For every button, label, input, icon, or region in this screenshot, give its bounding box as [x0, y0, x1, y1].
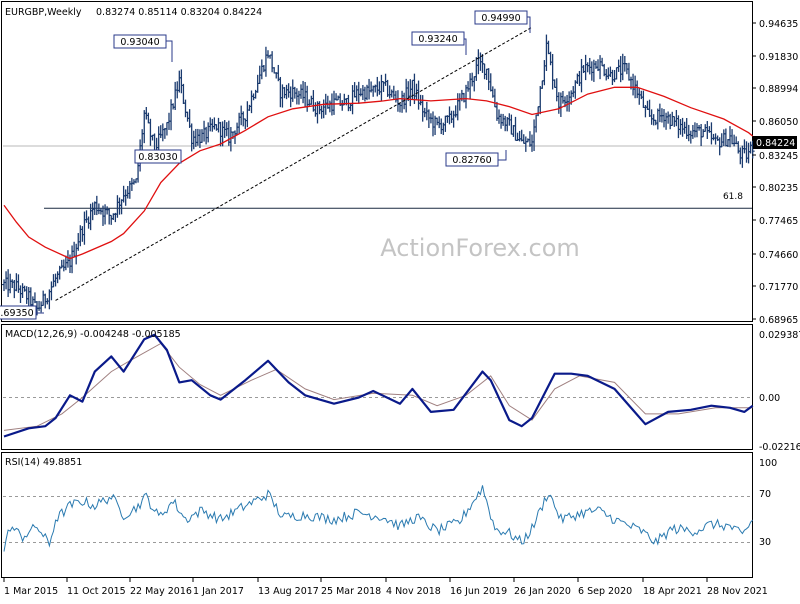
annotation-box [411, 31, 465, 46]
time-axis-label: 6 Sep 2020 [578, 586, 632, 597]
annotation-box [0, 305, 37, 320]
annotation-box [445, 152, 499, 167]
rsi-axis-label: 30 [759, 537, 771, 548]
rsi-axis-label: 100 [759, 458, 777, 469]
price-annotations: 0.69350 0.93040 0.83030 0.93240 0.94990 0.827… [0, 10, 531, 320]
price-annotation: 0.82760 [445, 150, 507, 167]
price-axis-label: 0.71770 [759, 282, 798, 293]
annotation-label: 0.69350 [0, 308, 34, 319]
price-panel-frame [1, 1, 753, 322]
price-axis-label: 0.77465 [759, 216, 798, 227]
price-axis-label: 0.94635 [759, 19, 798, 30]
rsi-panel-frame [1, 452, 753, 578]
price-annotation: 0.93040 [113, 34, 173, 62]
annotation-box [474, 10, 528, 25]
trendline [55, 26, 533, 301]
macd-header: MACD(12,26,9) -0.004248 -0.005185 [5, 329, 181, 340]
time-axis-label: 25 Mar 2018 [321, 586, 381, 597]
price-overlays [3, 26, 754, 301]
time-axis-label: 18 Apr 2021 [643, 586, 702, 597]
annotation-box [134, 149, 182, 164]
last-price-value: 0.84224 [756, 138, 795, 149]
annotation-label: 0.93040 [120, 37, 159, 48]
price-reference-lines [3, 145, 752, 209]
price-annotation: 0.93240 [411, 31, 467, 55]
price-axis-label: 0.68965 [759, 315, 798, 326]
annotation-leader [166, 40, 173, 62]
annotation-label: 0.93240 [418, 34, 457, 45]
last-price-tag [753, 136, 797, 149]
time-axis-label: 4 Nov 2018 [386, 586, 441, 597]
time-axis-label: 16 Jun 2019 [450, 586, 507, 597]
price-axis-label: 0.91830 [759, 52, 798, 63]
fib-level-label: 61.8 [723, 192, 743, 202]
annotation-label: 0.82760 [452, 155, 491, 166]
macd-panel-frame [1, 324, 753, 450]
rsi-header: RSI(14) 49.8851 [5, 457, 82, 468]
annotation-label: 0.94990 [481, 13, 520, 24]
symbol-label: EURGBP,Weekly [5, 7, 82, 18]
time-axis-label: 1 Jan 2017 [193, 586, 244, 597]
rsi-line [3, 485, 754, 552]
time-axis-label: 13 Aug 2017 [258, 586, 319, 597]
annotation-leader [527, 16, 531, 33]
macd-line [3, 333, 754, 438]
price-annotation: 0.83030 [134, 149, 182, 170]
watermark: ActionForex.com [380, 234, 580, 262]
price-annotation: 0.69350 [0, 305, 44, 320]
price-axis-label: 0.86050 [759, 117, 798, 128]
time-axis-label: 22 May 2016 [130, 586, 192, 597]
price-axis-label: 0.80235 [759, 183, 798, 194]
macd-axis-label: 0.00 [759, 393, 780, 404]
price-axis-label: 0.83245 [759, 151, 798, 162]
moving-average-line [3, 86, 754, 260]
time-axis-label: 11 Oct 2015 [67, 586, 126, 597]
price-bars [2, 34, 755, 316]
price-annotation: 0.94990 [474, 10, 531, 33]
time-axis-label: 28 Nov 2021 [707, 586, 768, 597]
axis-labels: 0.94635 0.91830 0.88994 0.86050 0.83245 0.802… [3, 19, 800, 597]
price-axis-label: 0.74660 [759, 250, 798, 261]
ohlc-values: 0.83274 0.85114 0.83204 0.84224 [96, 7, 262, 18]
annotation-label: 0.83030 [138, 152, 177, 163]
ohlc-bar [750, 140, 755, 159]
annotation-box [113, 34, 167, 49]
annotation-leader [464, 38, 467, 55]
macd-lines [3, 333, 754, 438]
time-axis-label: 26 Jan 2020 [514, 586, 571, 597]
macd-axis-label: 0.029387 [759, 330, 800, 341]
rsi-lines [3, 485, 754, 552]
time-axis-label: 1 Mar 2015 [4, 586, 58, 597]
price-axis-label: 0.88994 [759, 84, 798, 95]
annotation-leader [498, 150, 507, 161]
rsi-axis-label: 70 [759, 489, 771, 500]
